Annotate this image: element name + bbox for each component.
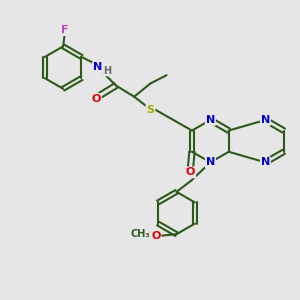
Text: O: O — [186, 167, 195, 177]
Text: H: H — [103, 66, 111, 76]
Text: N: N — [261, 115, 270, 125]
Text: N: N — [206, 158, 215, 167]
Text: CH₃: CH₃ — [130, 229, 150, 239]
Text: O: O — [151, 231, 160, 241]
Text: N: N — [206, 115, 215, 125]
Text: F: F — [61, 25, 68, 35]
Text: S: S — [146, 105, 154, 115]
Text: N: N — [93, 62, 102, 72]
Text: O: O — [92, 94, 101, 104]
Text: N: N — [261, 158, 270, 167]
